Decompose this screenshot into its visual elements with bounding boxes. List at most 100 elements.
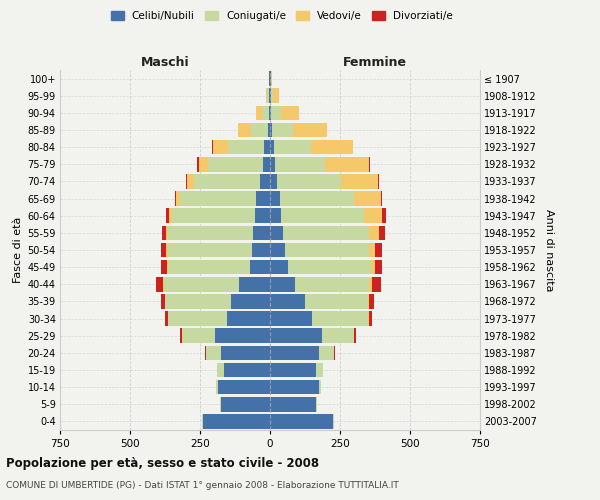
- Bar: [212, 140, 228, 154]
- Bar: [270, 157, 275, 172]
- Bar: [256, 106, 262, 120]
- Bar: [186, 174, 187, 188]
- Bar: [281, 208, 364, 223]
- Bar: [368, 294, 370, 308]
- Bar: [270, 294, 305, 308]
- Bar: [316, 362, 323, 378]
- Bar: [375, 242, 382, 258]
- Bar: [182, 328, 215, 343]
- Bar: [265, 140, 270, 154]
- Bar: [295, 277, 370, 291]
- Bar: [203, 414, 270, 428]
- Bar: [311, 140, 353, 154]
- Bar: [270, 122, 272, 138]
- Bar: [379, 226, 385, 240]
- Bar: [166, 226, 168, 240]
- Bar: [369, 312, 371, 326]
- Bar: [250, 260, 270, 274]
- Bar: [199, 157, 208, 172]
- Bar: [266, 88, 267, 103]
- Bar: [260, 174, 270, 188]
- Bar: [325, 157, 369, 172]
- Bar: [161, 294, 165, 308]
- Bar: [168, 226, 253, 240]
- Bar: [368, 312, 369, 326]
- Bar: [270, 380, 319, 394]
- Bar: [206, 346, 221, 360]
- Bar: [319, 346, 334, 360]
- Bar: [293, 122, 327, 138]
- Bar: [312, 312, 368, 326]
- Bar: [270, 208, 281, 223]
- Bar: [270, 226, 283, 240]
- Bar: [165, 294, 231, 308]
- Bar: [253, 226, 270, 240]
- Bar: [238, 122, 251, 138]
- Bar: [364, 208, 382, 223]
- Bar: [217, 362, 224, 378]
- Bar: [270, 346, 319, 360]
- Bar: [161, 242, 166, 258]
- Bar: [270, 260, 288, 274]
- Bar: [215, 328, 270, 343]
- Bar: [231, 294, 270, 308]
- Bar: [280, 192, 354, 206]
- Bar: [370, 277, 372, 291]
- Bar: [172, 208, 254, 223]
- Bar: [187, 174, 194, 188]
- Bar: [275, 157, 325, 172]
- Bar: [263, 157, 270, 172]
- Bar: [271, 72, 272, 86]
- Bar: [270, 328, 322, 343]
- Bar: [354, 328, 356, 343]
- Bar: [156, 277, 163, 291]
- Bar: [169, 208, 172, 223]
- Bar: [274, 140, 311, 154]
- Bar: [274, 88, 279, 103]
- Bar: [175, 192, 176, 206]
- Bar: [166, 208, 169, 223]
- Bar: [251, 122, 268, 138]
- Bar: [269, 106, 270, 120]
- Bar: [371, 260, 375, 274]
- Bar: [176, 192, 181, 206]
- Bar: [271, 106, 281, 120]
- Bar: [270, 397, 316, 411]
- Bar: [208, 157, 263, 172]
- Bar: [370, 294, 374, 308]
- Bar: [218, 380, 270, 394]
- Bar: [375, 260, 382, 274]
- Bar: [252, 242, 270, 258]
- Bar: [370, 226, 379, 240]
- Bar: [227, 312, 270, 326]
- Text: COMUNE DI UMBERTIDE (PG) - Dati ISTAT 1° gennaio 2008 - Elaborazione TUTTITALIA.: COMUNE DI UMBERTIDE (PG) - Dati ISTAT 1°…: [6, 481, 399, 490]
- Bar: [216, 380, 218, 394]
- Bar: [372, 277, 380, 291]
- Bar: [221, 397, 270, 411]
- Bar: [270, 414, 333, 428]
- Bar: [270, 106, 271, 120]
- Bar: [288, 260, 371, 274]
- Bar: [322, 328, 354, 343]
- Bar: [166, 242, 168, 258]
- Bar: [181, 192, 256, 206]
- Bar: [239, 277, 270, 291]
- Bar: [281, 106, 299, 120]
- Bar: [162, 226, 166, 240]
- Bar: [380, 192, 382, 206]
- Bar: [382, 208, 386, 223]
- Bar: [270, 192, 280, 206]
- Bar: [369, 157, 370, 172]
- Bar: [168, 242, 252, 258]
- Bar: [224, 362, 270, 378]
- Bar: [267, 88, 269, 103]
- Bar: [270, 242, 286, 258]
- Bar: [272, 122, 293, 138]
- Bar: [341, 174, 378, 188]
- Bar: [316, 397, 317, 411]
- Y-axis label: Fasce di età: Fasce di età: [13, 217, 23, 283]
- Bar: [271, 88, 274, 103]
- Bar: [194, 174, 260, 188]
- Bar: [164, 277, 239, 291]
- Bar: [270, 140, 274, 154]
